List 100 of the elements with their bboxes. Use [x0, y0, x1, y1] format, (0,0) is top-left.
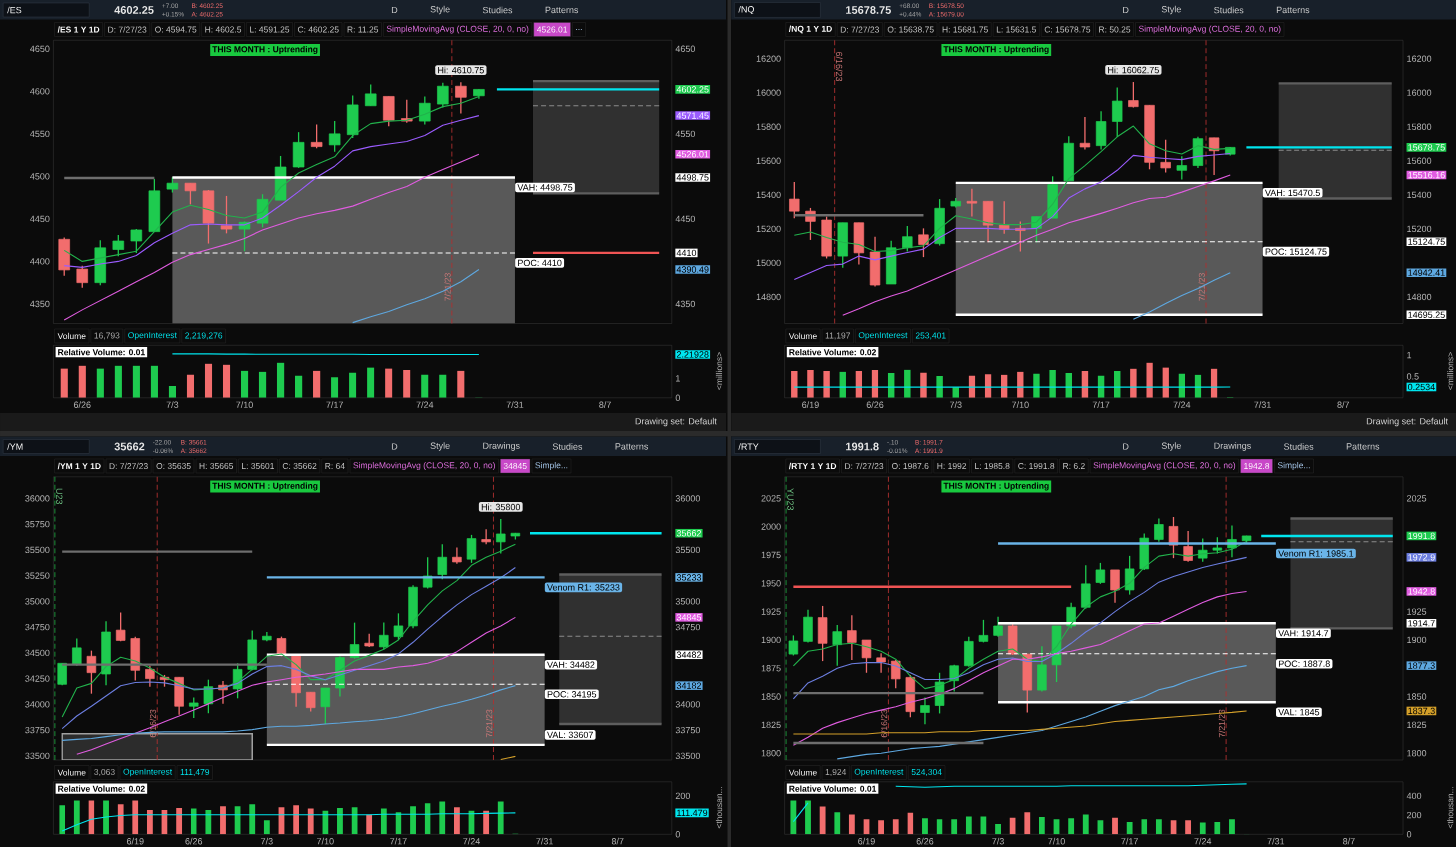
text: /RTY [738, 443, 759, 450]
y-tick-label: 0 [1406, 831, 1412, 838]
text: Style [430, 5, 450, 15]
y-tick-label: 1875 [761, 665, 781, 672]
annotation: Relative Volume: 0.02 [58, 785, 145, 792]
y-tick-label: 111.479 [677, 809, 708, 817]
annotation: 6/16/23 [880, 709, 888, 738]
y-tick-label: 2000 [761, 523, 781, 530]
annotation: 7/21/23 [444, 273, 451, 301]
y2-tick-label: 14942.41 [1408, 269, 1445, 276]
y-tick-label: 35750 [25, 520, 50, 528]
text: THIS MONTH : Uptrending [212, 46, 318, 54]
text: 2,219,276 [185, 332, 223, 340]
text: C: 4602.25 [297, 26, 339, 33]
annotation: VAH: 1914.7 [1278, 630, 1329, 637]
y-tick-label: 0.5 [1406, 373, 1419, 380]
annotation: Relative Volume: 0.01 [58, 348, 145, 356]
text: /YM [7, 443, 23, 450]
x-tick-label: 8/7 [611, 837, 624, 845]
text: H: 35665 [199, 463, 234, 469]
annotation: Hi: 35800 [481, 503, 521, 511]
x-tick-label: 6/19 [802, 401, 819, 408]
y-tick-label: 34000 [25, 701, 50, 708]
annotation: Venom R1: 1985.1 [1278, 550, 1354, 557]
y-tick-label: 1 [676, 375, 680, 382]
y2-tick-label: 35233 [676, 574, 702, 581]
y-tick-label: 33750 [25, 726, 50, 734]
text: Style [430, 442, 450, 451]
text: Patterns [545, 6, 579, 14]
x-tick-label: 8/7 [599, 401, 611, 408]
annotation: 7/21/23 [1198, 273, 1205, 301]
text: Drawings [483, 442, 520, 451]
text: Studies [1214, 6, 1244, 14]
x-tick-label: 7/10 [1048, 837, 1065, 845]
text: Volume [57, 769, 86, 776]
text: L: 1985.8 [975, 463, 1010, 469]
y-tick-label: 1 [1407, 352, 1412, 359]
text: SimpleMovingAvg (CLOSE, 20, 0, no) [1093, 462, 1236, 470]
text: Volume [788, 332, 817, 340]
x-tick-label: 7/10 [236, 401, 253, 408]
y2-tick-label: 4498.75 [676, 174, 709, 181]
y-tick-label: 15600 [756, 157, 781, 164]
text: THIS MONTH : Uptrending [943, 46, 1049, 54]
text: Volume [57, 332, 86, 340]
x-tick-label: 7/24 [416, 401, 434, 408]
y2-tick-label: 1877.3 [1408, 662, 1435, 669]
y2-tick-label: 1991.8 [1408, 532, 1435, 540]
annotation: VAL: 33607 [547, 731, 593, 739]
x-tick-label: 6/26 [866, 401, 884, 408]
annotation: POC: 34195 [547, 691, 597, 698]
x-tick-label: 7/31 [506, 401, 524, 408]
text: O: 15638.75 [887, 26, 934, 33]
text: 4602.25 [114, 6, 154, 14]
text: C: 35662 [282, 463, 317, 469]
y2-tick-label: 4410 [676, 249, 697, 257]
y-tick-label: 34500 [25, 649, 50, 657]
x-tick-label: 7/31 [536, 837, 553, 845]
text: C: 15678.75 [1044, 26, 1091, 33]
y-tick-label: 1900 [761, 636, 781, 644]
x-tick-label: 7/24 [1194, 837, 1212, 845]
text: Simple... [535, 462, 568, 470]
text: 253,401 [915, 332, 946, 340]
text: 35662 [114, 442, 145, 451]
text: 15678.75 [846, 6, 891, 14]
text: SimpleMovingAvg (CLOSE, 20, 0, no) [353, 462, 495, 470]
y-tick-label: 1925 [761, 608, 781, 615]
y-tick-label: 15400 [756, 191, 781, 199]
annotation: VAH: 4498.75 [517, 184, 573, 191]
annotation: 6/16/23 [835, 51, 843, 82]
y-tick-label: 34750 [25, 623, 50, 631]
annotation: VAH: 15470.5 [1264, 189, 1320, 197]
y-tick-label: 0 [675, 394, 680, 401]
y-axis-title: <millions> [1447, 352, 1454, 390]
text: O: 1987.6 [891, 463, 929, 469]
annotation: POC: 1887.8 [1278, 660, 1330, 667]
y-tick-label: 15200 [756, 225, 781, 233]
y-tick-label: 4350 [30, 300, 50, 308]
y2-tick-label: 35662 [676, 530, 702, 537]
chart-title: /ES 1 Y 1D [57, 26, 100, 33]
text: Patterns [1346, 443, 1380, 450]
text: Simple... [1277, 462, 1310, 470]
y2-tick-label: 1942.8 [1408, 588, 1435, 595]
text: Volume [788, 769, 817, 776]
y-tick-label: 35250 [25, 572, 50, 579]
y-tick-label: 35000 [25, 598, 50, 605]
y2-tick-label: 1914.7 [1408, 620, 1435, 627]
y-tick-label: 1950 [761, 580, 781, 587]
text: H: 1992 [937, 463, 967, 469]
text: 1942.8 [1244, 463, 1270, 469]
text: 34845 [503, 463, 527, 469]
text: Style [1161, 442, 1181, 451]
y-tick-label: 16200 [756, 55, 781, 62]
annotation: 7/21/23 [486, 709, 493, 738]
y2-tick-label: 4526.01 [676, 151, 709, 158]
text: Drawing set: Default [1366, 417, 1448, 427]
y-tick-label: 36000 [25, 495, 50, 502]
text: R: 64 [325, 463, 345, 469]
text: OpenInterest [123, 768, 173, 777]
y-tick-label: 34250 [25, 675, 50, 682]
y-tick-label: 4600 [30, 88, 50, 95]
